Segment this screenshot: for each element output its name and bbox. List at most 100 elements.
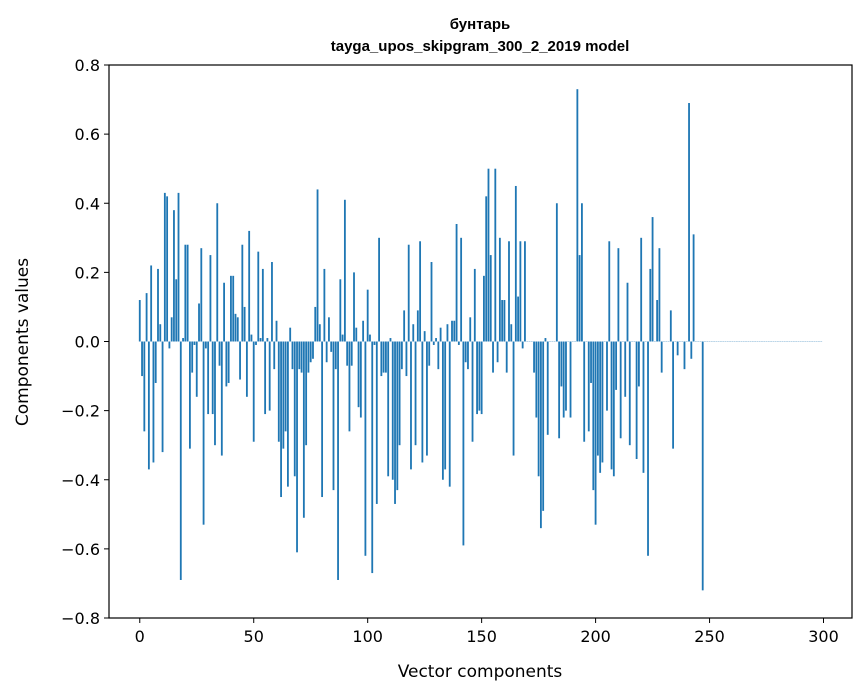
bar-131 [437, 341, 440, 370]
bar-8 [157, 268, 159, 342]
bar-223 [647, 341, 649, 556]
bar-148 [476, 341, 478, 415]
bar-17 [177, 192, 180, 342]
bar-23 [191, 341, 194, 373]
bar-52 [257, 251, 260, 342]
bar-167 [519, 241, 522, 342]
bar-105 [378, 237, 380, 342]
bar-31 [209, 255, 212, 342]
bar-142 [462, 341, 465, 546]
bar-107 [382, 341, 385, 373]
y-tick-label: −0.2 [61, 402, 100, 421]
bar-19 [182, 338, 184, 342]
bar-82 [325, 341, 328, 363]
bar-192 [576, 89, 579, 342]
bar-221 [642, 341, 645, 473]
bar-65 [287, 341, 289, 487]
bar-195 [583, 341, 586, 442]
bar-133 [441, 341, 444, 480]
bar-138 [453, 320, 456, 342]
bar-49 [250, 334, 253, 342]
bar-63 [282, 341, 285, 449]
bar-218 [635, 341, 638, 460]
bar-145 [469, 317, 472, 342]
bar-32 [211, 341, 214, 415]
bar-112 [394, 341, 396, 504]
bar-139 [455, 223, 458, 342]
bar-185 [560, 341, 563, 387]
bar-30 [207, 341, 210, 415]
bar-76 [312, 341, 314, 359]
bar-85 [332, 341, 335, 491]
bar-114 [398, 341, 401, 446]
bar-234 [672, 341, 674, 449]
bar-162 [508, 241, 510, 342]
bar-166 [517, 296, 520, 342]
bar-0 [138, 300, 141, 342]
bar-117 [405, 341, 408, 377]
bar-144 [467, 341, 469, 370]
bar-227 [656, 300, 659, 342]
bar-98 [362, 320, 365, 342]
bar-123 [419, 241, 422, 342]
bar-208 [612, 341, 615, 477]
bar-66 [289, 327, 292, 342]
x-tick-label: 300 [808, 627, 839, 646]
bar-88 [339, 279, 342, 342]
bar-56 [266, 338, 269, 342]
bar-36 [220, 341, 223, 456]
bar-154 [489, 255, 492, 342]
bar-220 [640, 237, 643, 342]
bar-28 [202, 341, 205, 525]
x-tick-label: 250 [694, 627, 725, 646]
y-tick-label: 0.6 [75, 125, 100, 144]
bar-120 [412, 324, 415, 342]
bar-165 [514, 185, 517, 342]
x-tick-label: 150 [466, 627, 497, 646]
bar-97 [359, 341, 362, 418]
y-tick-label: 0.4 [75, 194, 100, 213]
bar-140 [457, 341, 460, 345]
bar-78 [316, 189, 319, 342]
bar-93 [350, 341, 353, 366]
bar-34 [216, 203, 219, 342]
y-tick-label: 0.8 [75, 56, 100, 75]
bar-121 [414, 341, 417, 446]
bar-75 [309, 341, 312, 363]
bar-71 [300, 341, 303, 373]
bar-24 [193, 341, 196, 345]
bar-39 [227, 341, 230, 383]
x-tick-label: 200 [580, 627, 611, 646]
bar-7 [154, 341, 157, 383]
bar-111 [391, 341, 394, 480]
bar-51 [255, 341, 257, 345]
bar-68 [293, 341, 296, 477]
bar-4 [147, 341, 150, 470]
bar-73 [305, 341, 308, 446]
bar-136 [448, 341, 451, 487]
bar-152 [485, 196, 488, 342]
bar-13 [168, 341, 171, 349]
bar-72 [302, 341, 305, 518]
bar-206 [608, 241, 611, 342]
bar-37 [223, 282, 225, 342]
bar-225 [651, 217, 654, 342]
bar-143 [464, 341, 467, 363]
x-tick-label: 0 [135, 627, 145, 646]
bar-101 [369, 334, 371, 342]
y-axis-label: Components values [13, 258, 33, 426]
bar-9 [159, 324, 162, 342]
bar-57 [268, 341, 271, 411]
bar-42 [234, 313, 237, 342]
bar-122 [416, 310, 419, 342]
bar-202 [599, 341, 602, 473]
bar-169 [524, 241, 526, 342]
bar-69 [296, 341, 298, 553]
bar-90 [343, 199, 346, 342]
bar-146 [471, 341, 474, 442]
bar-189 [569, 341, 572, 418]
bar-6 [152, 341, 155, 463]
bar-243 [692, 234, 695, 342]
bar-168 [521, 341, 524, 349]
bar-40 [230, 275, 232, 342]
